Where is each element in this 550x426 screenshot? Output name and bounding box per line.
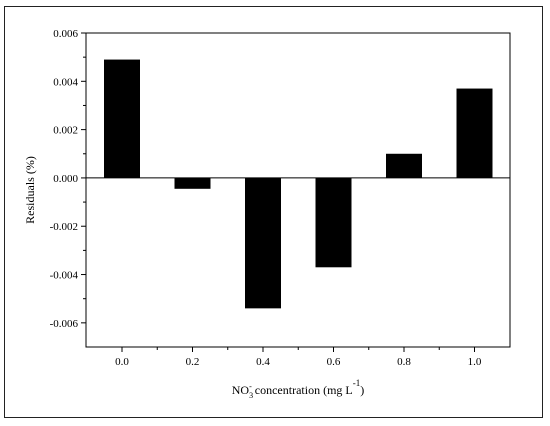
y-tick-label: 0.004 <box>53 76 78 88</box>
x-title-exponent: -1 <box>353 378 361 388</box>
y-axis-ticks: 0.006 0.004 0.002 0.000 -0.002 -0.004 -0.006 <box>50 28 86 330</box>
x-tick-label: 0.0 <box>115 356 129 368</box>
y-axis-title: Residuals (%) <box>23 156 37 224</box>
y-tick-label: 0.006 <box>53 28 78 40</box>
x-title-suffix: ) <box>360 383 364 397</box>
x-title-middle: concentration (mg L <box>252 383 353 397</box>
y-tick-label: 0.000 <box>53 173 78 185</box>
x-tick-label: 1.0 <box>468 356 482 368</box>
bars-group <box>104 59 493 309</box>
x-tick-label: 0.6 <box>327 356 341 368</box>
bar-0.4 <box>245 177 281 309</box>
bar-0.2 <box>174 177 211 189</box>
x-tick-label: 0.4 <box>256 356 270 368</box>
x-tick-label: 0.2 <box>186 356 200 368</box>
bar-0.6 <box>315 177 352 268</box>
x-title-subscript: 3 <box>249 391 253 400</box>
x-tick-label: 0.8 <box>397 356 411 368</box>
bar-1.0 <box>456 88 493 178</box>
x-axis-ticks: 0.0 0.2 0.4 0.6 0.8 1.0 <box>115 347 482 368</box>
y-tick-label: 0.002 <box>53 125 78 137</box>
bar-0.8 <box>386 153 422 178</box>
plot-area <box>85 32 511 348</box>
figure-frame <box>4 6 543 418</box>
bar-0.0 <box>104 59 140 178</box>
y-tick-label: -0.002 <box>50 221 78 233</box>
x-title-superscript: - <box>249 382 252 391</box>
x-axis-title: NO3- concentration (mg L-1) <box>232 378 364 400</box>
x-title-prefix: NO <box>232 383 250 397</box>
y-tick-label: -0.004 <box>50 270 79 282</box>
y-tick-label: -0.006 <box>50 318 79 330</box>
